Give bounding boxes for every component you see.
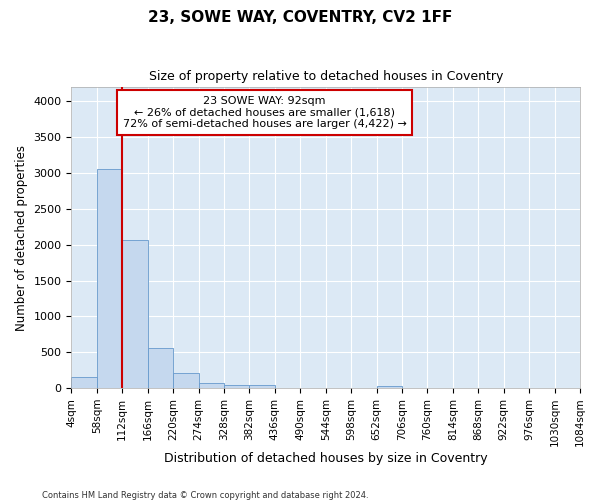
- Text: Contains HM Land Registry data © Crown copyright and database right 2024.: Contains HM Land Registry data © Crown c…: [42, 490, 368, 500]
- Bar: [122, 240, 148, 388]
- Text: 23 SOWE WAY: 92sqm
← 26% of detached houses are smaller (1,618)
72% of semi-deta: 23 SOWE WAY: 92sqm ← 26% of detached hou…: [123, 96, 407, 129]
- Bar: [250, 384, 275, 388]
- Bar: [97, 168, 122, 388]
- X-axis label: Distribution of detached houses by size in Coventry: Distribution of detached houses by size …: [164, 452, 488, 465]
- Y-axis label: Number of detached properties: Number of detached properties: [15, 144, 28, 330]
- Text: 23, SOWE WAY, COVENTRY, CV2 1FF: 23, SOWE WAY, COVENTRY, CV2 1FF: [148, 10, 452, 25]
- Bar: [377, 386, 402, 388]
- Bar: [224, 384, 250, 388]
- Title: Size of property relative to detached houses in Coventry: Size of property relative to detached ho…: [149, 70, 503, 83]
- Bar: [71, 378, 97, 388]
- Bar: [148, 348, 173, 388]
- Bar: [199, 384, 224, 388]
- Bar: [173, 373, 199, 388]
